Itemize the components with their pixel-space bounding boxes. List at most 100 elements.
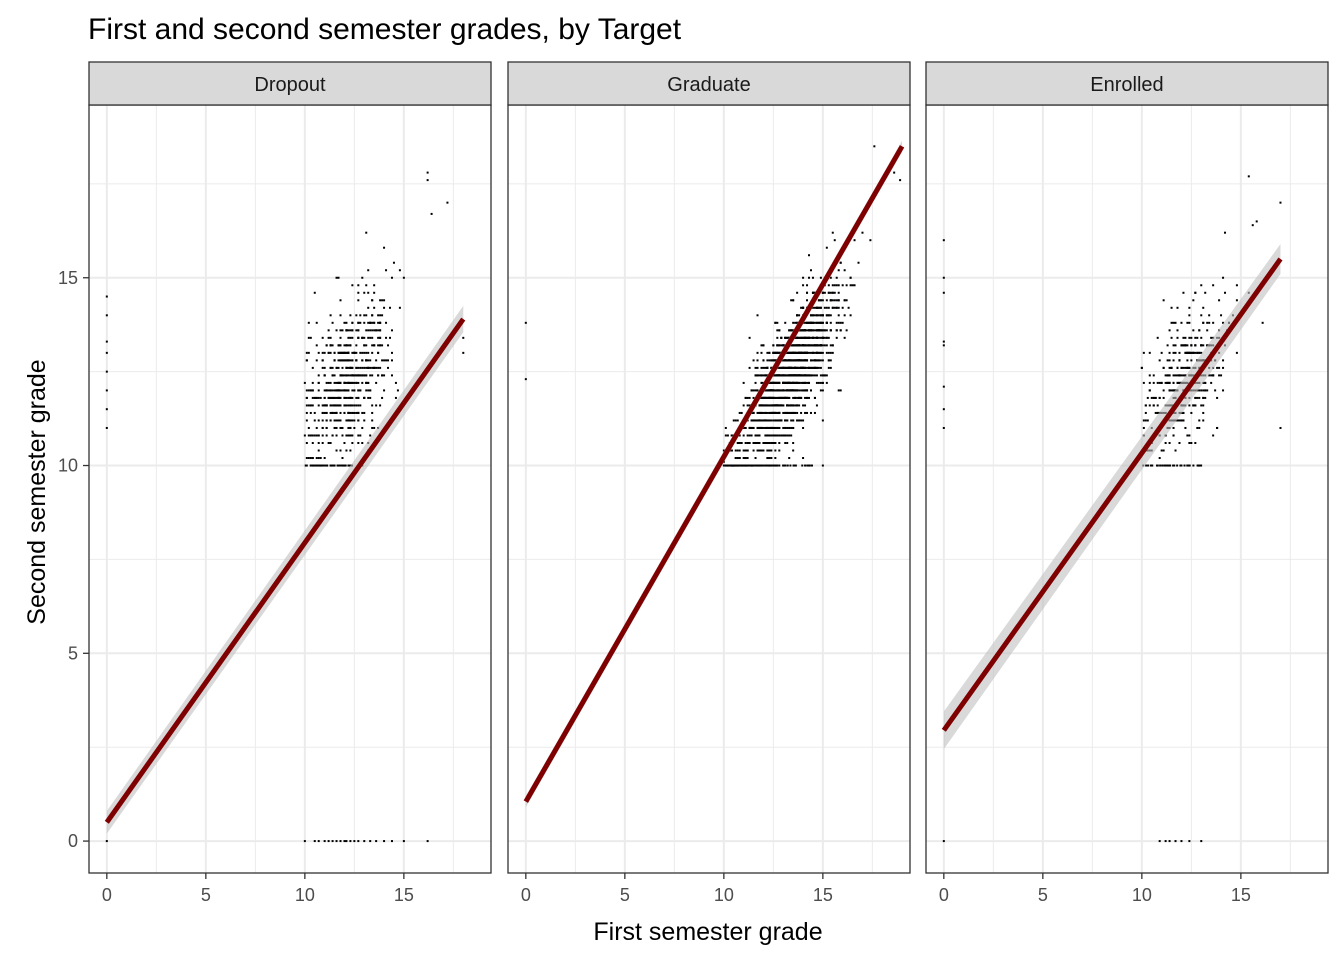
facet-panel-graduate: Graduate 0 5 10 15: [507, 61, 911, 905]
data-point: [829, 291, 832, 294]
data-point: [845, 299, 848, 302]
data-point: [359, 389, 362, 392]
data-point: [305, 457, 308, 460]
data-point: [819, 389, 822, 392]
data-point: [312, 464, 315, 467]
data-point: [1202, 404, 1205, 407]
data-point: [813, 351, 816, 354]
data-point: [802, 381, 805, 384]
data-point: [363, 411, 366, 414]
data-point: [373, 426, 376, 429]
data-point: [829, 351, 832, 354]
data-point: [1180, 321, 1183, 324]
data-point: [1208, 374, 1211, 377]
data-point: [359, 404, 362, 407]
data-point: [351, 404, 354, 407]
data-point: [747, 464, 750, 467]
data-point: [1182, 344, 1185, 347]
data-point: [792, 329, 795, 332]
data-point: [333, 464, 336, 467]
data-point: [319, 464, 322, 467]
data-point: [806, 381, 809, 384]
data-point: [815, 344, 818, 347]
data-point: [1235, 299, 1238, 302]
data-point: [343, 840, 346, 843]
facet-strip: [507, 61, 911, 106]
data-point: [1194, 396, 1197, 399]
data-point: [821, 291, 824, 294]
data-point: [398, 269, 401, 272]
x-tick-label: 15: [813, 885, 833, 905]
x-tick-label: 10: [1132, 885, 1152, 905]
facet-strip: [925, 61, 1329, 106]
data-point: [869, 239, 872, 242]
data-point: [764, 366, 767, 369]
data-point: [792, 359, 795, 362]
data-point: [738, 457, 741, 460]
data-point: [336, 464, 339, 467]
data-point: [357, 291, 360, 294]
data-point: [363, 366, 366, 369]
data-point: [825, 344, 828, 347]
data-point: [736, 464, 739, 467]
data-point: [345, 434, 348, 437]
data-point: [774, 457, 777, 460]
data-point: [355, 314, 358, 317]
data-point: [1202, 344, 1205, 347]
data-point: [796, 359, 799, 362]
data-point: [774, 381, 777, 384]
data-point: [343, 441, 346, 444]
data-point: [311, 366, 314, 369]
data-point: [1192, 299, 1195, 302]
data-point: [339, 840, 342, 843]
data-point: [323, 411, 326, 414]
data-point: [339, 351, 342, 354]
data-point: [809, 374, 812, 377]
panel-background: [508, 105, 910, 873]
data-point: [353, 426, 356, 429]
data-point: [1188, 464, 1191, 467]
data-point: [303, 434, 306, 437]
data-point: [776, 321, 779, 324]
data-point: [347, 374, 350, 377]
data-point: [333, 396, 336, 399]
data-point: [325, 344, 328, 347]
data-point: [804, 464, 807, 467]
data-point: [361, 276, 364, 279]
data-point: [815, 306, 818, 309]
data-point: [1188, 306, 1191, 309]
data-point: [355, 396, 358, 399]
data-point: [849, 276, 852, 279]
data-point: [365, 366, 368, 369]
data-point: [321, 426, 324, 429]
data-point: [105, 389, 108, 392]
data-point: [833, 239, 836, 242]
data-point: [1158, 381, 1161, 384]
data-point: [817, 359, 820, 362]
data-point: [722, 449, 725, 452]
data-point: [329, 344, 332, 347]
data-point: [1182, 411, 1185, 414]
data-point: [760, 351, 763, 354]
data-point: [1202, 411, 1205, 414]
data-point: [808, 374, 811, 377]
data-point: [1174, 344, 1177, 347]
data-point: [1178, 419, 1181, 422]
data-point: [804, 411, 807, 414]
data-point: [776, 329, 779, 332]
data-point: [804, 351, 807, 354]
data-point: [1194, 336, 1197, 339]
data-point: [361, 336, 364, 339]
data-point: [764, 426, 767, 429]
data-point: [311, 457, 314, 460]
data-point: [770, 457, 773, 460]
x-tick-label: 0: [939, 885, 949, 905]
data-point: [792, 411, 795, 414]
data-point: [377, 314, 380, 317]
data-point: [329, 314, 332, 317]
data-point: [349, 434, 352, 437]
data-point: [402, 276, 405, 279]
data-point: [786, 359, 789, 362]
data-point: [359, 374, 362, 377]
data-point: [778, 449, 781, 452]
